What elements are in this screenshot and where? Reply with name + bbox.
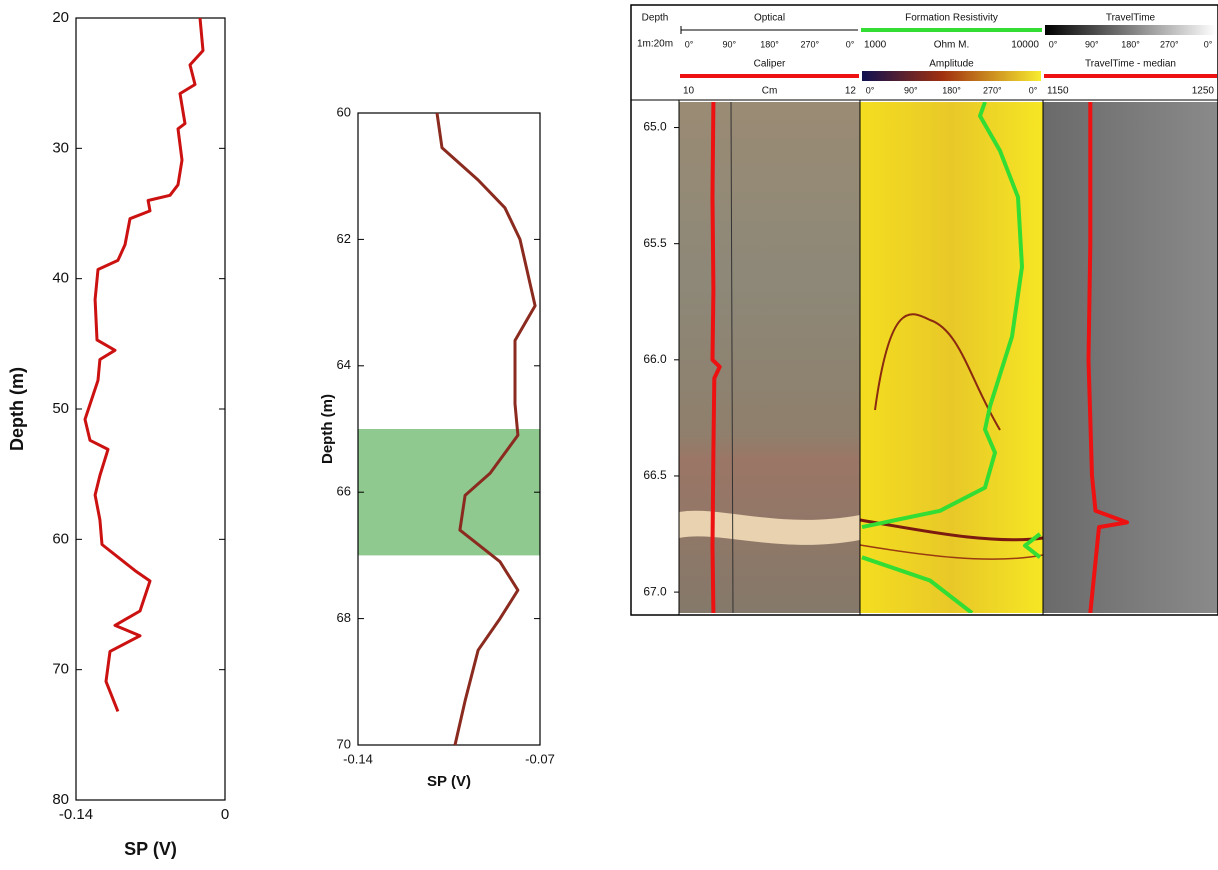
angle-label: 180° xyxy=(760,39,779,49)
image-name: Amplitude xyxy=(929,59,974,70)
angle-label: 0° xyxy=(846,39,855,49)
angle-label: 90° xyxy=(904,85,918,95)
scale-header: 1m:20m xyxy=(637,39,673,50)
y-tick-label: 70 xyxy=(52,661,69,678)
image-bar xyxy=(862,71,1041,81)
curve-name: Caliper xyxy=(754,59,786,70)
y-tick-label: 20 xyxy=(52,9,69,26)
angle-label: 90° xyxy=(722,39,736,49)
angle-label: 180° xyxy=(1121,39,1140,49)
y-tick-label: 70 xyxy=(337,736,351,751)
depth-tick-label: 67.0 xyxy=(643,584,667,598)
curve-scale-max: 1250 xyxy=(1192,86,1215,97)
y-tick-label: 62 xyxy=(337,231,351,246)
log-curve xyxy=(710,102,722,613)
y-axis-label: Depth (m) xyxy=(7,367,27,451)
curve-unit: Cm xyxy=(762,86,778,97)
y-tick-label: 68 xyxy=(337,610,351,625)
log-curve xyxy=(861,102,1042,613)
image-name: TravelTime xyxy=(1106,13,1156,24)
depth-tick-label: 65.5 xyxy=(643,236,667,250)
highlight-band xyxy=(358,429,540,556)
depth-tick-label: 66.0 xyxy=(643,352,667,366)
angle-label: 0° xyxy=(1049,39,1058,49)
curve-scale-min: 1150 xyxy=(1047,86,1069,97)
angle-label: 180° xyxy=(942,85,961,95)
depth-header: Depth xyxy=(642,13,669,24)
y-tick-label: 66 xyxy=(337,484,351,499)
y-tick-label: 40 xyxy=(52,270,69,287)
x-tick-label: -0.07 xyxy=(525,751,555,766)
x-tick-label: 0 xyxy=(221,806,229,823)
y-tick-label: 80 xyxy=(52,791,69,808)
depth-tick-label: 65.0 xyxy=(643,120,667,134)
sp-curve xyxy=(83,17,205,712)
image-name: Optical xyxy=(754,13,785,24)
log-images xyxy=(630,4,1218,616)
curve-name: TravelTime - median xyxy=(1085,59,1176,70)
x-axis-label: SP (V) xyxy=(124,839,177,859)
curve-scale-max: 12 xyxy=(845,86,857,97)
y-tick-label: 64 xyxy=(337,357,351,372)
log-curve xyxy=(1086,102,1129,613)
angle-label: 0° xyxy=(866,85,875,95)
optical-line xyxy=(730,101,734,614)
log-frame xyxy=(630,4,1218,616)
plot-frame xyxy=(357,112,541,746)
y-tick-label: 30 xyxy=(52,139,69,156)
angle-label: 270° xyxy=(800,39,819,49)
curve-scale-min: 1000 xyxy=(864,40,887,51)
curve-unit: Ohm M. xyxy=(934,40,970,51)
curve-name: Formation Resistivity xyxy=(905,13,998,24)
y-tick-label: 60 xyxy=(337,104,351,119)
angle-label: 0° xyxy=(685,39,694,49)
y-tick-label: 60 xyxy=(52,530,69,547)
image-bar xyxy=(1045,25,1216,35)
x-tick-label: -0.14 xyxy=(59,806,93,823)
angle-label: 270° xyxy=(983,85,1002,95)
optical-band xyxy=(679,510,860,545)
traveltime-image xyxy=(1043,102,1218,613)
angle-label: 0° xyxy=(1029,85,1038,95)
curve-scale-min: 10 xyxy=(683,86,695,97)
plot-frame xyxy=(75,17,226,801)
angle-label: 0° xyxy=(1204,39,1213,49)
y-axis-label: Depth (m) xyxy=(319,394,336,464)
depth-tick-label: 66.5 xyxy=(643,468,667,482)
sp-curve xyxy=(435,112,537,746)
curve-scale-max: 10000 xyxy=(1011,40,1039,51)
angle-label: 90° xyxy=(1085,39,1099,49)
y-tick-label: 50 xyxy=(52,400,69,417)
amplitude-feature xyxy=(859,544,1044,560)
x-axis-label: SP (V) xyxy=(427,773,471,790)
angle-label: 270° xyxy=(1160,39,1179,49)
amplitude-feature xyxy=(874,313,1001,431)
x-tick-label: -0.14 xyxy=(343,751,373,766)
